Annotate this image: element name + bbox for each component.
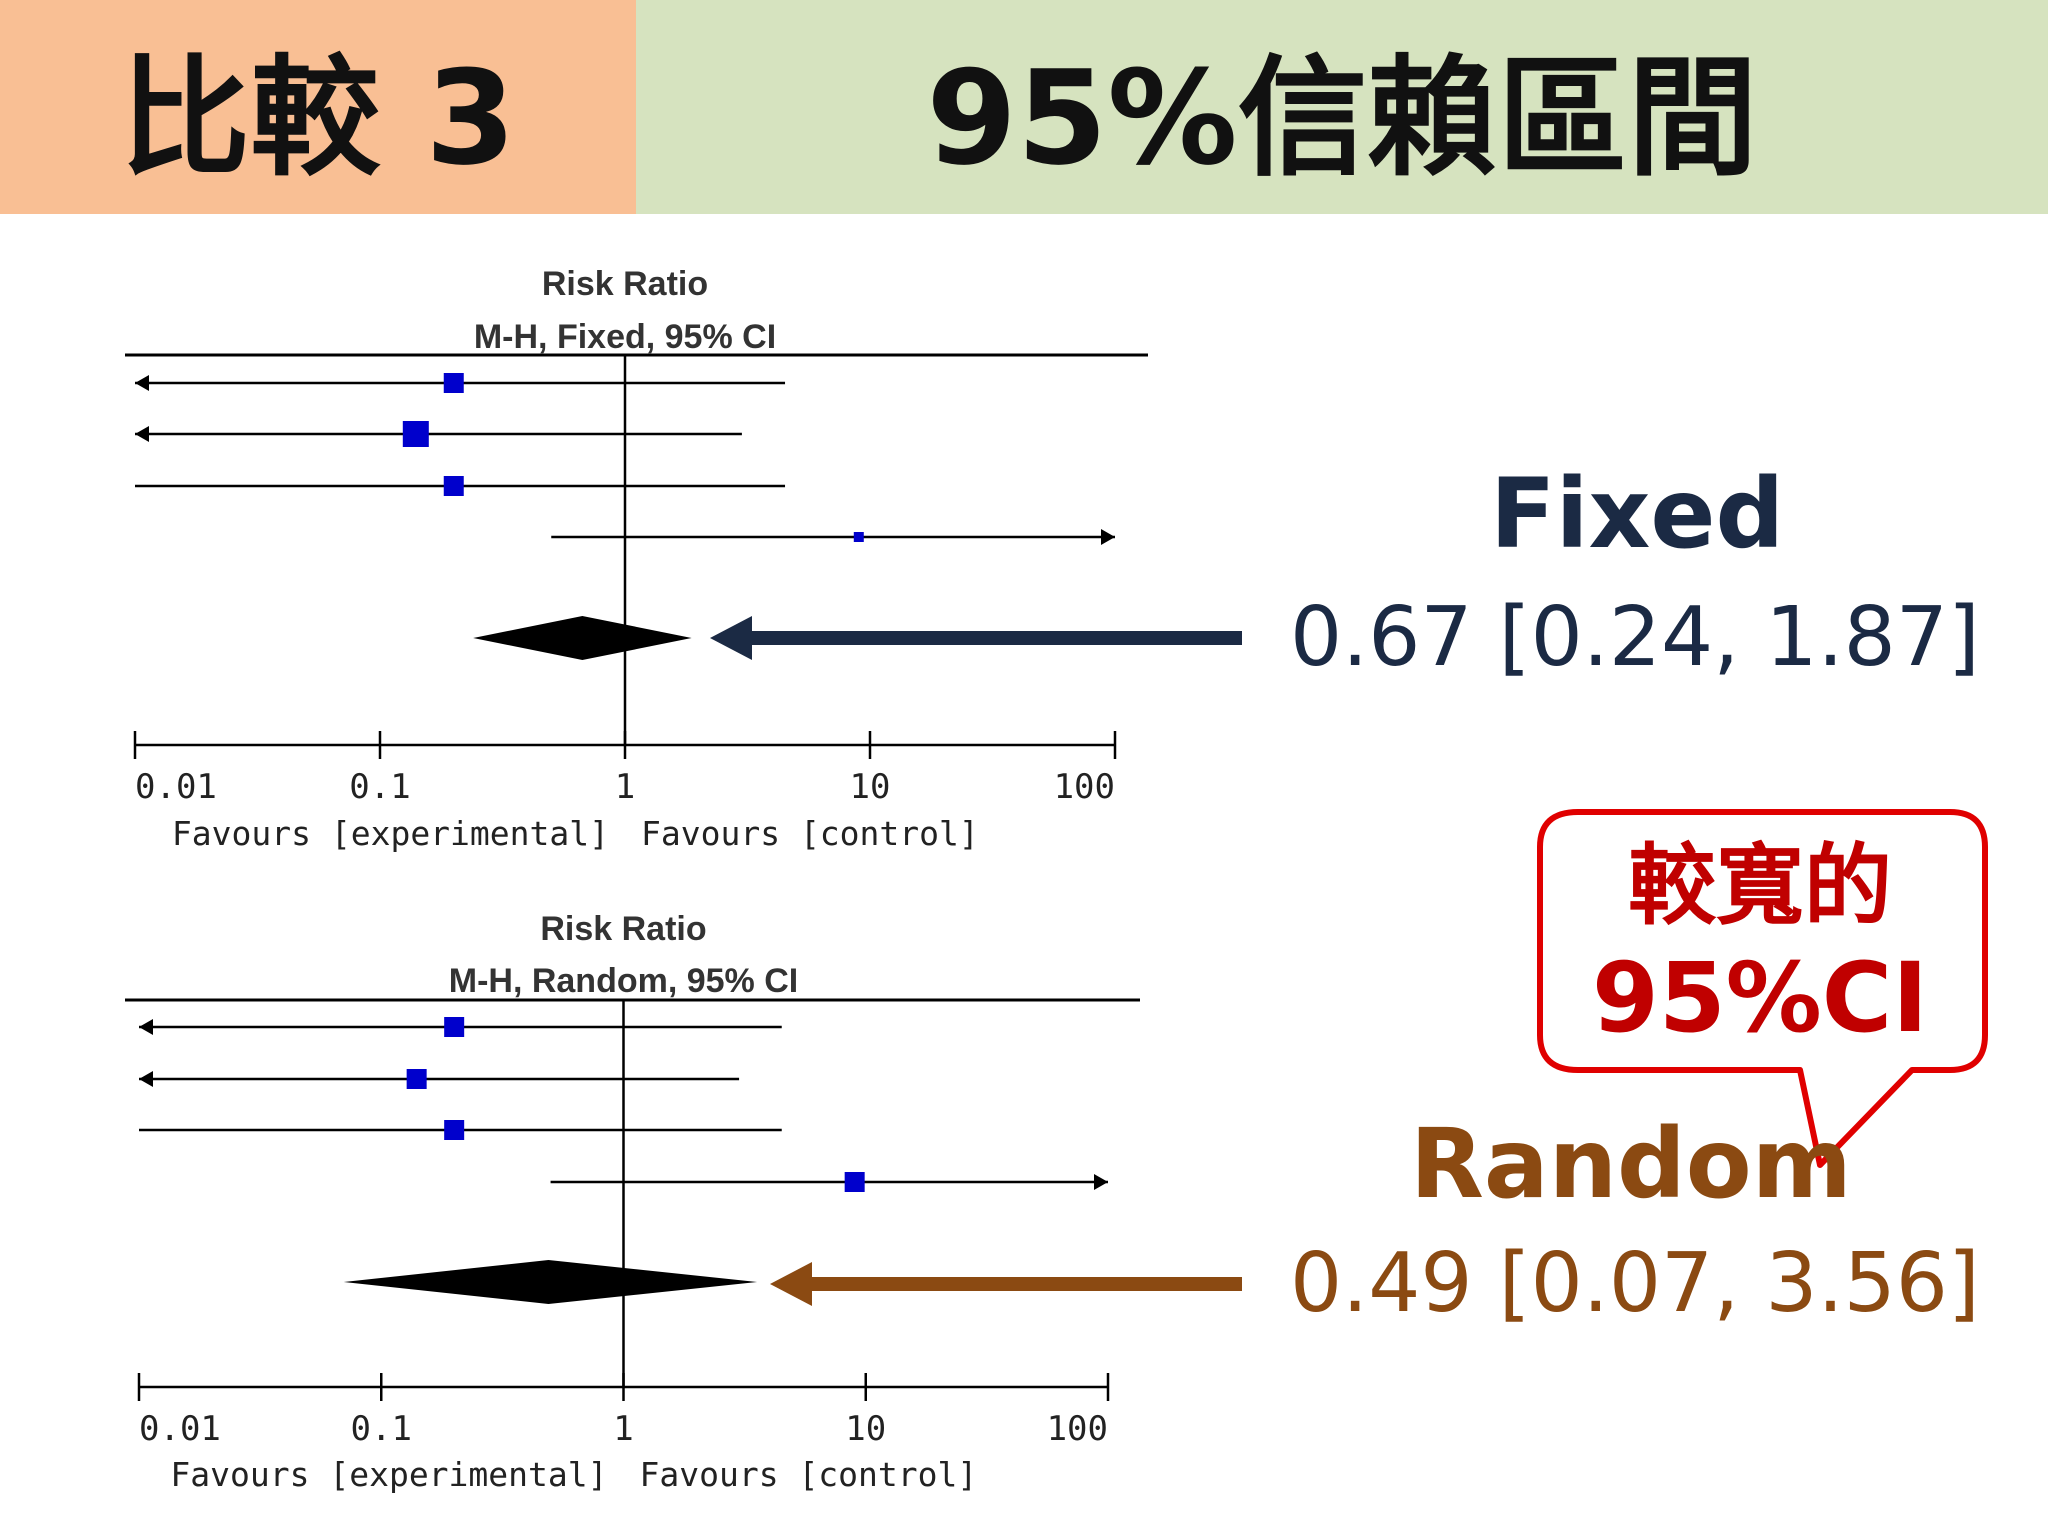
callout-text: 較寬的 95%CI <box>1540 830 1980 1054</box>
study-row <box>550 1172 1108 1192</box>
study-row <box>135 421 742 447</box>
study-row <box>135 476 786 496</box>
point-estimate <box>444 1017 465 1037</box>
point-estimate <box>402 421 429 447</box>
x-tick-label: 1 <box>615 767 635 807</box>
header-left-title: 比較 3 <box>0 0 636 214</box>
forest-plot-1: Risk Ratio M-H, Fixed, 95% CI 0.01 0.1 1 10 10… <box>125 265 1148 853</box>
favours-left-label: Favours [experimental] <box>172 814 609 853</box>
favours-right-label: Favours [control] <box>640 1455 978 1494</box>
random-value: 0.49 [0.07, 3.56] <box>1290 1236 1980 1331</box>
x-tick-label: 0.1 <box>351 1409 412 1449</box>
ci-arrow-left <box>135 426 149 442</box>
fixed-label: Fixed <box>1490 458 1785 570</box>
ci-arrow-right <box>1094 1174 1108 1190</box>
study-row <box>135 373 786 393</box>
study-row <box>139 1017 782 1037</box>
point-estimate <box>406 1069 427 1089</box>
chart-title: Risk Ratio <box>540 910 706 948</box>
x-tick-label: 0.01 <box>135 767 217 807</box>
ci-arrow-right <box>1101 529 1115 545</box>
x-tick-label: 100 <box>1047 1409 1108 1449</box>
random-arrow <box>770 1262 1242 1306</box>
chart-subtitle: M-H, Random, 95% CI <box>449 962 798 1000</box>
ci-arrow-left <box>139 1019 153 1035</box>
ci-arrow-left <box>135 375 149 391</box>
x-tick-label: 10 <box>850 767 891 807</box>
fixed-value: 0.67 [0.24, 1.87] <box>1290 590 1980 685</box>
arrow-head <box>770 1262 812 1306</box>
favours-left-label: Favours [experimental] <box>170 1455 607 1494</box>
point-estimate <box>844 1172 865 1192</box>
fixed-arrow <box>710 616 1242 660</box>
x-tick-label: 0.1 <box>349 767 410 807</box>
random-label: Random <box>1410 1108 1852 1220</box>
callout-line2: 95%CI <box>1592 942 1928 1054</box>
study-row <box>551 529 1115 545</box>
study-row <box>139 1120 782 1140</box>
pooled-diamond <box>343 1260 758 1304</box>
point-estimate <box>444 1120 465 1140</box>
ci-arrow-left <box>139 1071 153 1087</box>
forest-plot-2: Risk Ratio M-H, Random, 95% CI 0.01 0.1 1 10 1… <box>125 910 1140 1494</box>
chart-title: Risk Ratio <box>542 265 708 303</box>
x-tick-label: 0.01 <box>139 1409 221 1449</box>
study-row <box>139 1069 740 1089</box>
x-tick-label: 1 <box>613 1409 633 1449</box>
header-right-title: 95%信賴區間 <box>636 0 2048 214</box>
x-tick-label: 10 <box>845 1409 886 1449</box>
point-estimate <box>443 476 464 496</box>
arrow-head <box>710 616 752 660</box>
x-tick-label: 100 <box>1054 767 1115 807</box>
callout-bubble <box>1537 809 1988 1168</box>
pooled-diamond <box>473 616 692 660</box>
callout-line1: 較寬的 <box>1627 834 1892 937</box>
point-estimate <box>853 532 864 542</box>
point-estimate <box>443 373 464 393</box>
chart-subtitle: M-H, Fixed, 95% CI <box>474 318 776 356</box>
favours-right-label: Favours [control] <box>641 814 979 853</box>
